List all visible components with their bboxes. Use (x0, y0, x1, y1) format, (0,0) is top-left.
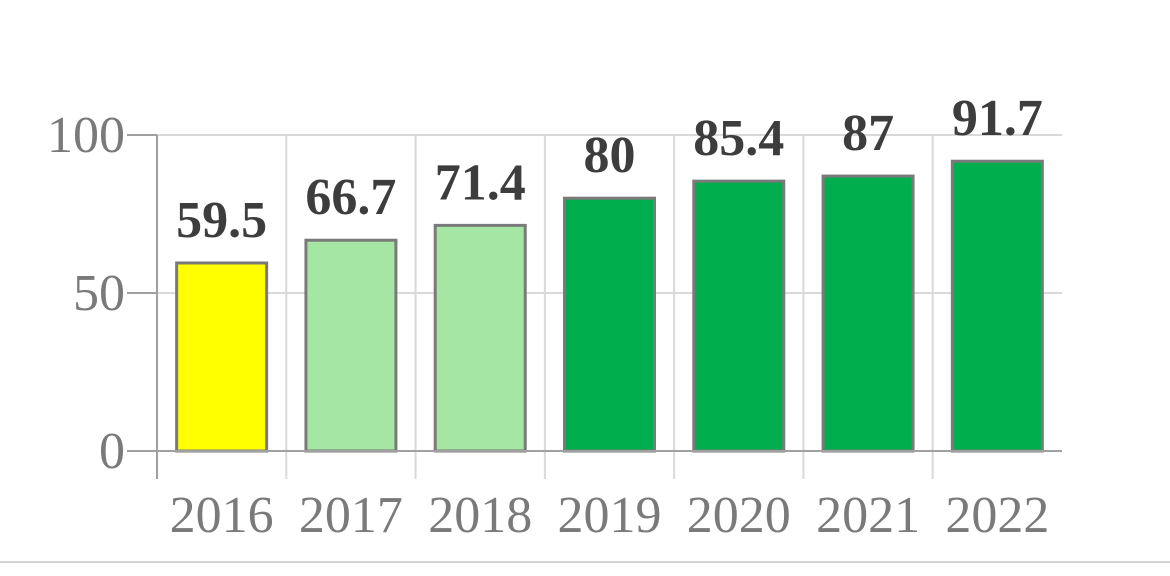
x-tick-label: 2018 (428, 487, 532, 544)
x-tick-label: 2020 (687, 487, 791, 544)
bottom-divider (0, 561, 1170, 563)
x-tick-label: 2021 (816, 487, 920, 544)
bar (563, 196, 656, 453)
labels: 0 50 100 59.5 2016 66.7 2017 71.4 2018 80 2019 85.4… (47, 90, 1049, 544)
bars (175, 159, 1044, 453)
y-tick-label: 100 (47, 107, 125, 164)
bar (433, 223, 527, 453)
data-label: 87 (842, 105, 894, 162)
axes (127, 134, 1062, 479)
data-label: 91.7 (952, 90, 1043, 147)
x-tick-label: 2019 (558, 487, 662, 544)
data-label: 85.4 (693, 110, 784, 167)
x-tick-label: 2022 (945, 487, 1049, 544)
x-tick-label: 2017 (299, 487, 403, 544)
bar (950, 159, 1044, 453)
data-label: 71.4 (435, 154, 526, 211)
bar (175, 261, 269, 453)
bar (821, 174, 915, 453)
data-label: 66.7 (305, 169, 396, 226)
bar (692, 179, 786, 453)
bar (304, 238, 398, 453)
x-tick-label: 2016 (170, 487, 274, 544)
data-label: 59.5 (176, 192, 267, 249)
y-tick-label: 50 (73, 265, 125, 322)
y-tick-label: 0 (99, 423, 125, 480)
data-label: 80 (584, 127, 636, 184)
